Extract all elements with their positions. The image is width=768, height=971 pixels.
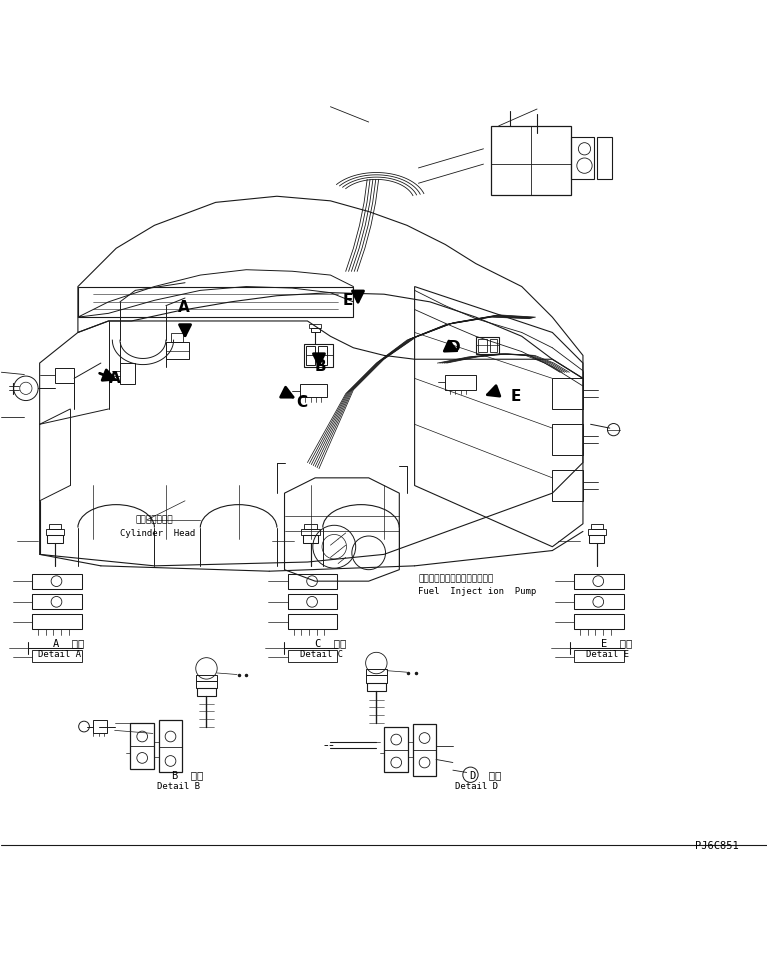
Text: シリンダヘッド: シリンダヘッド <box>135 516 173 524</box>
Bar <box>366 669 387 675</box>
Bar <box>589 535 604 543</box>
Text: Cylinder  Head: Cylinder Head <box>120 529 195 538</box>
Bar <box>287 614 337 629</box>
Text: E: E <box>343 293 353 308</box>
Bar <box>552 470 583 501</box>
Bar <box>574 650 624 661</box>
Bar <box>571 137 594 180</box>
Bar <box>55 368 74 383</box>
Bar <box>367 683 386 690</box>
Text: Detail C: Detail C <box>300 651 343 659</box>
Bar <box>49 523 61 529</box>
Text: Fuel  Inject ion  Pump: Fuel Inject ion Pump <box>419 586 537 595</box>
Text: C  詳細: C 詳細 <box>315 638 346 648</box>
Bar <box>574 574 624 588</box>
Text: A: A <box>177 300 190 315</box>
Bar <box>303 535 318 543</box>
Bar <box>597 137 612 180</box>
Text: A: A <box>109 371 121 385</box>
Bar <box>304 523 316 529</box>
Text: C: C <box>296 395 308 411</box>
Bar <box>588 529 606 535</box>
Bar <box>476 337 498 353</box>
Bar <box>384 726 409 773</box>
Text: Detail D: Detail D <box>455 783 498 791</box>
Bar <box>159 720 182 773</box>
Text: フェルインジェクションポンプ: フェルインジェクションポンプ <box>419 575 494 584</box>
Text: A  詳細: A 詳細 <box>53 638 84 648</box>
Bar <box>490 339 497 352</box>
Bar <box>287 650 337 661</box>
Text: B: B <box>315 358 326 374</box>
Bar <box>318 347 327 364</box>
Bar <box>166 343 189 359</box>
Bar <box>32 594 81 610</box>
Bar <box>445 375 476 389</box>
Bar <box>306 347 315 364</box>
Bar <box>301 529 319 535</box>
Bar <box>171 333 183 343</box>
Text: Detail B: Detail B <box>157 783 200 791</box>
Bar <box>591 523 603 529</box>
Bar <box>552 379 583 409</box>
Bar <box>491 126 571 195</box>
Bar <box>32 614 81 629</box>
Bar <box>413 724 436 776</box>
Bar <box>196 681 217 688</box>
Bar <box>300 384 326 397</box>
Text: D: D <box>448 340 461 355</box>
Bar <box>196 675 217 681</box>
Bar <box>32 650 81 661</box>
Bar <box>197 688 216 696</box>
Bar <box>303 344 333 367</box>
Text: B  詳細: B 詳細 <box>173 771 204 781</box>
Bar <box>309 324 321 328</box>
Text: D  詳細: D 詳細 <box>470 771 502 781</box>
Bar <box>478 339 487 352</box>
Bar <box>552 424 583 454</box>
Bar <box>366 675 387 683</box>
Text: E  詳細: E 詳細 <box>601 638 632 648</box>
Bar <box>287 594 337 610</box>
Bar <box>130 722 154 769</box>
Text: Detail A: Detail A <box>38 651 81 659</box>
Bar <box>46 529 65 535</box>
Bar <box>120 363 135 385</box>
Bar <box>287 574 337 588</box>
Text: Detail E: Detail E <box>586 651 629 659</box>
Text: PJ6C851: PJ6C851 <box>695 841 739 852</box>
Bar <box>93 720 107 733</box>
Text: E: E <box>511 389 521 404</box>
Bar <box>48 535 63 543</box>
Bar <box>32 574 81 588</box>
Bar <box>574 614 624 629</box>
Bar <box>310 328 319 332</box>
Bar <box>574 594 624 610</box>
